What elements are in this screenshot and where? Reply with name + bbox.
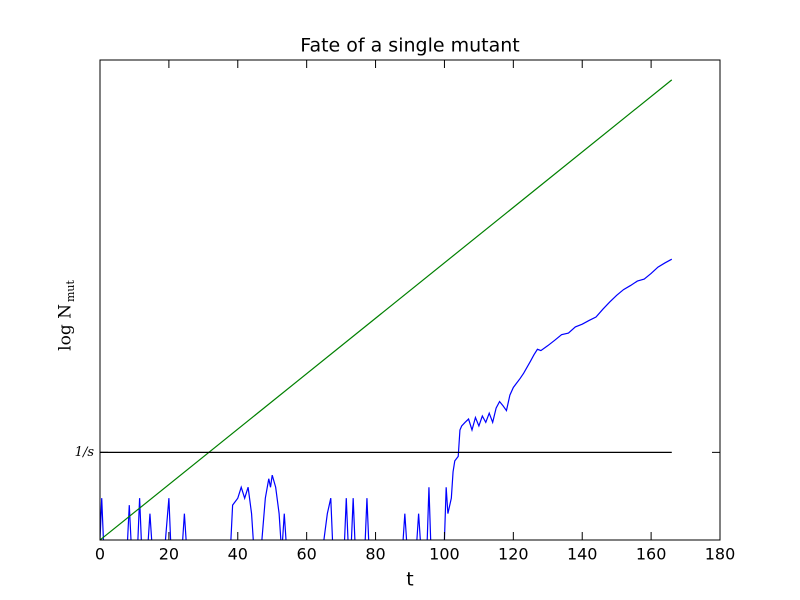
x-tick-label: 160 <box>636 545 667 564</box>
x-tick-label: 120 <box>498 545 529 564</box>
x-tick-label: 80 <box>365 545 385 564</box>
series-line <box>100 258 673 540</box>
plot-frame <box>99 59 721 541</box>
plot-area <box>100 79 673 540</box>
x-tick-label: 40 <box>228 545 248 564</box>
x-tick-label: 140 <box>567 545 598 564</box>
y-axis-label-sub: mut <box>64 279 77 302</box>
x-axis-label: t <box>406 569 413 591</box>
x-tick-label: 0 <box>95 545 105 564</box>
y-axis-label: log N <box>56 304 76 351</box>
y-axis-label-group: log N mut <box>56 279 78 350</box>
x-tick-label: 100 <box>429 545 460 564</box>
y-tick-label: 1/s <box>75 445 95 460</box>
series-line <box>100 79 673 540</box>
x-tick-label: 180 <box>705 545 736 564</box>
x-tick-label: 60 <box>296 545 316 564</box>
x-tick-label: 20 <box>159 545 179 564</box>
chart-title: Fate of a single mutant <box>300 35 519 57</box>
